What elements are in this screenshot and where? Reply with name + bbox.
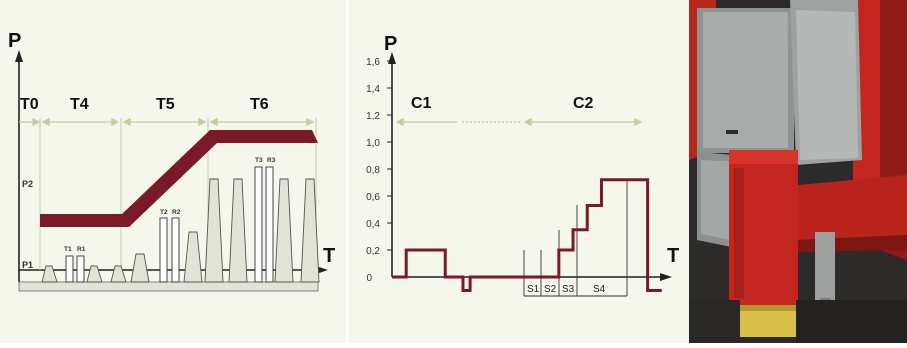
level-label-p1: P1	[22, 260, 33, 270]
y-tick-label: 0,4	[366, 219, 380, 230]
y-tick-label: 0,8	[366, 165, 380, 176]
pulse-group	[41, 178, 320, 283]
right-x-axis-label: T	[667, 245, 679, 267]
pulse-label-t3: T3	[255, 157, 263, 164]
left-x-arrow	[316, 266, 328, 274]
phase-label-t6: T6	[250, 96, 269, 113]
right-panel	[349, 0, 689, 343]
y-tick-label: 0	[366, 273, 372, 284]
right-phase-arrows	[395, 117, 643, 127]
pressure-step-curve	[392, 178, 662, 292]
step-label-s4: S4	[593, 284, 606, 295]
phase-label-t0: T0	[20, 96, 39, 113]
phase-label-t5: T5	[156, 96, 175, 113]
phase-label-c1: C1	[411, 95, 432, 112]
left-y-arrow	[15, 50, 23, 62]
y-tick-label: 1,2	[366, 111, 380, 122]
y-tick-label: 1,6	[366, 57, 380, 68]
pulse-label-r3: R3	[267, 157, 276, 164]
step-label-s1: S1	[527, 284, 540, 295]
left-base-strip	[18, 281, 319, 292]
pulse-label-r2: R2	[172, 209, 181, 216]
y-tick-label: 1,4	[366, 84, 380, 95]
y-tick-label: 0,6	[366, 192, 380, 203]
phase-label-c2: C2	[573, 95, 594, 112]
pulse-label-t2: T2	[160, 209, 168, 216]
y-tick-label: 1,0	[366, 138, 380, 149]
y-tick-label: 0,2	[366, 246, 380, 257]
right-x-arrow	[660, 273, 672, 281]
left-y-axis-label: P	[8, 30, 21, 52]
pulse-label-r1: R1	[77, 246, 86, 253]
step-label-s3: S3	[562, 284, 575, 295]
right-diagram: P T 1,6 1,4 1,2 1,0 0,8 0,6 0,4 0,2 0 C1	[366, 33, 679, 297]
right-y-axis-label: P	[384, 33, 397, 55]
level-label-p2: P2	[22, 179, 33, 189]
left-x-axis-label: T	[323, 245, 335, 267]
step-label-s2: S2	[544, 284, 557, 295]
pressure-curve	[40, 130, 318, 227]
pulse-label-t1: T1	[64, 246, 72, 253]
machine-photo	[689, 0, 907, 343]
right-y-ticks	[387, 60, 392, 251]
phase-arrows	[19, 117, 315, 127]
phase-label-t4: T4	[70, 96, 89, 113]
test-pulse-group	[65, 166, 274, 283]
left-diagram: P T T0 T4 T5 T6 P2 P1	[8, 30, 335, 292]
